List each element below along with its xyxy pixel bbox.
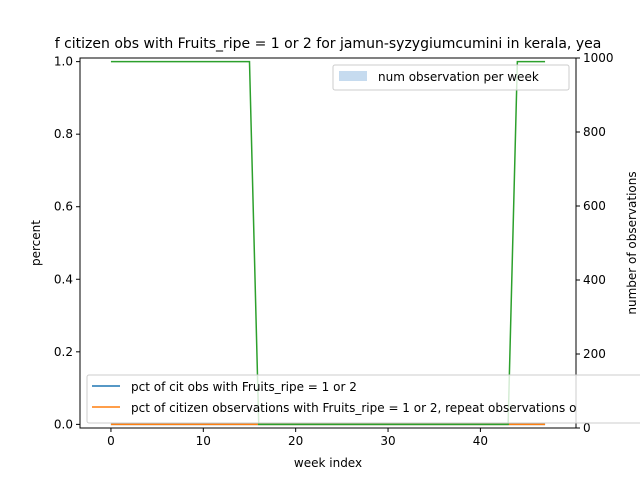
y-right-tick-label: 200: [583, 347, 606, 361]
plot-frame: [79, 57, 577, 429]
y-right-tick-label: 400: [583, 273, 606, 287]
y-tick-label: 0.6: [54, 200, 73, 214]
line-series: [110, 60, 546, 426]
x-tick-label: 0: [107, 434, 115, 448]
chart-title: f citizen obs with Fruits_ripe = 1 or 2 …: [55, 36, 602, 52]
legend-bottom-box: [86, 374, 640, 424]
y-tick-label: 0.4: [54, 272, 73, 286]
x-axis-ticks: 0 10 20 30 40: [107, 428, 488, 448]
y-right-tick-label: 1000: [583, 51, 614, 65]
y-tick-label: 1.0: [54, 55, 73, 69]
x-tick-label: 20: [288, 434, 303, 448]
legend-top: num observation per week: [332, 64, 570, 91]
x-axis-label: week index: [294, 456, 362, 470]
y-right-tick-label: 600: [583, 199, 606, 213]
legend-top-swatch: [339, 71, 367, 81]
legend-bottom: pct of cit obs with Fruits_ripe = 1 or 2…: [86, 374, 640, 424]
legend-top-label: num observation per week: [378, 70, 539, 84]
legend-top-box: [332, 64, 570, 91]
y-axis-label: percent: [29, 220, 43, 266]
y-right-axis-ticks: 0 200 400 600 800 1000: [576, 51, 614, 435]
x-tick-label: 40: [473, 434, 488, 448]
x-tick-label: 30: [380, 434, 395, 448]
legend-bottom-label-2: pct of citizen observations with Fruits_…: [131, 401, 576, 415]
y-right-tick-label: 0: [583, 421, 591, 435]
series-line-3: [110, 60, 546, 426]
y-tick-label: 0.2: [54, 345, 73, 359]
y-axis-ticks: 0.0 0.2 0.4 0.6 0.8 1.0: [54, 55, 80, 431]
y-tick-label: 0.8: [54, 127, 73, 141]
y-right-axis-label: number of observations: [625, 171, 639, 314]
legend-bottom-label-1: pct of cit obs with Fruits_ripe = 1 or 2: [131, 380, 357, 394]
x-tick-label: 10: [196, 434, 211, 448]
y-tick-label: 0.0: [54, 417, 73, 431]
y-right-tick-label: 800: [583, 125, 606, 139]
